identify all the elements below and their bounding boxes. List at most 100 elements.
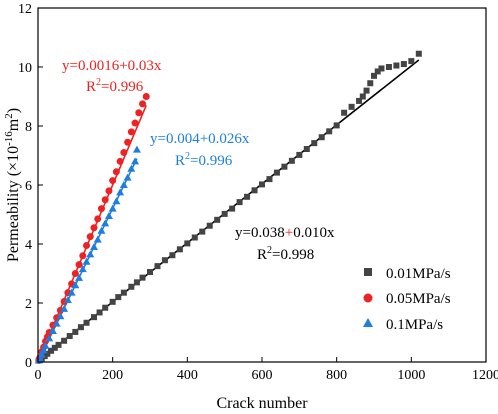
data-point-01mpas (82, 257, 91, 265)
fit-annotation-001: y=0.038+0.010x R2=0.998 (235, 225, 335, 263)
data-point-001mpas (55, 341, 62, 348)
data-point-001mpas (363, 87, 370, 94)
y-axis-title: Permeability (×10-16m2) (3, 108, 22, 262)
data-point-001mpas (341, 109, 348, 116)
data-points (34, 50, 422, 365)
data-point-001mpas (281, 163, 288, 170)
data-point-001mpas (259, 181, 265, 188)
data-point-005mpas (131, 119, 139, 127)
data-point-001mpas (91, 314, 97, 321)
data-point-005mpas (71, 270, 79, 277)
data-point-001mpas (128, 283, 135, 290)
data-point-001mpas (400, 61, 407, 68)
data-point-01mpas (127, 164, 136, 172)
data-point-001mpas (333, 122, 340, 129)
data-point-01mpas (67, 288, 76, 296)
y-tick-label: 12 (18, 2, 32, 17)
data-point-01mpas (86, 250, 95, 258)
data-point-001mpas (311, 140, 318, 147)
data-point-001mpas (72, 328, 79, 335)
plot-frame (37, 7, 487, 363)
data-point-005mpas (101, 196, 109, 204)
data-point-01mpas (45, 334, 54, 342)
legend: 0.01MPa/s 0.05MPa/s 0.1MPa/s (363, 266, 451, 333)
data-point-001mpas (206, 222, 213, 229)
data-point-01mpas (41, 341, 50, 349)
data-point-001mpas (199, 228, 206, 235)
data-point-005mpas (116, 157, 124, 165)
data-point-005mpas (124, 138, 132, 146)
data-point-005mpas (75, 261, 83, 269)
data-point-001mpas (154, 263, 161, 270)
y-tick-label: 10 (18, 61, 32, 76)
data-point-01mpas (60, 304, 69, 312)
data-point-01mpas (48, 327, 57, 335)
data-point-001mpas (102, 304, 109, 311)
x-tick-label: 0 (35, 368, 42, 383)
data-point-005mpas (97, 205, 105, 213)
x-axis-title: Crack number (216, 395, 308, 412)
legend-label-01: 0.1MPa/s (386, 317, 443, 333)
data-point-001mpas (393, 62, 400, 69)
data-point-001mpas (415, 50, 422, 57)
data-point-01mpas (71, 281, 80, 289)
data-point-001mpas (273, 169, 280, 176)
data-point-01mpas (97, 226, 106, 234)
data-point-01mpas (90, 242, 98, 250)
data-point-005mpas (139, 100, 147, 108)
data-point-005mpas (112, 168, 120, 176)
y-tick-label: 0 (25, 356, 32, 371)
legend-marker-001 (364, 268, 372, 276)
legend-label-001: 0.01MPa/s (386, 266, 451, 282)
data-point-001mpas (229, 205, 236, 212)
data-point-001mpas (133, 279, 140, 286)
data-point-001mpas (326, 128, 333, 135)
data-point-01mpas (101, 219, 110, 227)
data-point-001mpas (120, 289, 127, 296)
data-point-01mpas (63, 296, 72, 304)
data-point-005mpas (79, 252, 87, 260)
data-point-001mpas (221, 210, 228, 217)
data-point-005mpas (105, 187, 113, 195)
data-point-01mpas (93, 235, 102, 243)
x-tick-label: 200 (102, 368, 123, 383)
data-point-001mpas (83, 319, 90, 326)
data-point-001mpas (367, 80, 374, 87)
data-point-001mpas (318, 134, 325, 141)
data-point-001mpas (359, 93, 366, 100)
x-tick-label: 1200 (472, 368, 498, 383)
x-tick-label: 1000 (397, 368, 425, 383)
legend-label-005: 0.05MPa/s (386, 291, 451, 307)
data-point-001mpas (374, 68, 381, 75)
data-point-001mpas (51, 344, 58, 351)
data-point-01mpas (56, 312, 65, 320)
equation-005: y=0.0016+0.03x (62, 58, 162, 74)
data-point-001mpas (385, 64, 392, 70)
data-point-001mpas (251, 187, 258, 194)
data-point-001mpas (184, 240, 191, 247)
data-point-01mpas (39, 346, 48, 354)
data-point-001mpas (147, 269, 153, 276)
data-point-005mpas (127, 128, 135, 136)
data-point-001mpas (408, 58, 415, 65)
x-tick-label: 800 (326, 368, 347, 383)
data-point-001mpas (348, 103, 355, 110)
r2-005: R2=0.996 (86, 77, 144, 95)
data-point-005mpas (109, 177, 117, 185)
data-point-01mpas (131, 157, 140, 165)
y-tick-label: 8 (25, 120, 32, 135)
data-point-001mpas (109, 298, 116, 305)
data-point-01mpas (116, 188, 125, 196)
equation-01: y=0.004+0.026x (150, 131, 250, 147)
data-point-005mpas (120, 149, 128, 157)
data-point-001mpas (356, 97, 363, 104)
data-point-001mpas (236, 199, 243, 206)
legend-marker-01 (363, 318, 373, 327)
fit-annotation-005: y=0.0016+0.03x R2=0.996 (62, 58, 162, 95)
data-point-001mpas (115, 294, 122, 301)
data-point-001mpas (371, 72, 377, 79)
data-point-005mpas (135, 109, 143, 117)
data-point-005mpas (83, 241, 91, 249)
r2-001: R2=0.998 (257, 245, 314, 263)
